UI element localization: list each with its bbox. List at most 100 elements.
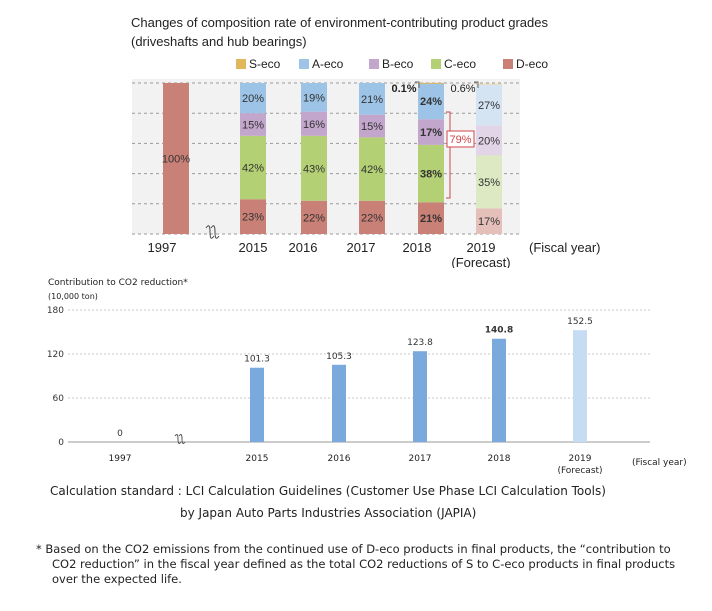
y-tick-label-0: 0 bbox=[58, 438, 64, 448]
x-tick-label-2018: 2018 bbox=[488, 454, 511, 464]
bar-c-eco-2017 bbox=[359, 137, 385, 201]
bar-b-eco-2018 bbox=[418, 119, 444, 145]
x-tick-label-2019: 2019 bbox=[467, 240, 496, 255]
bar-b-eco-2019 bbox=[476, 125, 502, 156]
x-tick-label-2018: 2018 bbox=[403, 240, 432, 255]
data-label-s-eco-2019: 0.6% bbox=[450, 83, 475, 95]
bar-2017 bbox=[413, 351, 427, 442]
data-label-d-eco-2018: 21% bbox=[420, 213, 442, 225]
data-label-2019: 152.5 bbox=[567, 317, 593, 327]
bar-d-eco-2017 bbox=[359, 200, 385, 234]
legend-swatch-c-eco bbox=[431, 59, 441, 69]
bar-d-eco-2015 bbox=[240, 199, 266, 234]
axis-break-right bbox=[178, 434, 186, 444]
x-tick-label-1997: 1997 bbox=[109, 454, 132, 464]
bar-a-eco-2018 bbox=[418, 83, 444, 120]
data-label-2016: 105.3 bbox=[326, 352, 352, 362]
x-tick-label-2019: 2019 bbox=[569, 454, 592, 464]
calculation-source: by Japan Auto Parts Industries Associati… bbox=[180, 506, 477, 520]
bar-a-eco-2019 bbox=[476, 84, 502, 126]
bar-2016 bbox=[332, 364, 346, 442]
data-label-a-eco-2017: 21% bbox=[361, 94, 383, 106]
data-label-c-eco-2018: 38% bbox=[420, 169, 442, 181]
calculation-standard: Calculation standard : LCI Calculation G… bbox=[50, 484, 606, 498]
chart-subtitle: (driveshafts and hub bearings) bbox=[131, 34, 307, 49]
data-label-a-eco-2018: 24% bbox=[420, 96, 442, 108]
bar-c-eco-2016 bbox=[301, 135, 327, 201]
composition-chart: Changes of composition rate of environme… bbox=[131, 15, 601, 268]
x-tick-label-2016: 2016 bbox=[289, 240, 318, 255]
footnote-line-1: * Based on the CO2 emissions from the co… bbox=[36, 542, 671, 556]
bar-s-eco-2019 bbox=[476, 83, 502, 85]
data-label-c-eco-2015: 42% bbox=[242, 163, 264, 175]
bar-d-eco-2018 bbox=[418, 202, 444, 234]
bar-a-eco-2017 bbox=[359, 83, 385, 115]
x-tick-label-1997: 1997 bbox=[148, 240, 177, 255]
data-label-c-eco-2016: 43% bbox=[303, 163, 325, 175]
data-label-b-eco-2019: 20% bbox=[478, 135, 500, 147]
bar-d-eco-2019 bbox=[476, 208, 502, 234]
bar-a-eco-2016 bbox=[301, 83, 327, 112]
bracket-s-to-c-eco-2018 bbox=[446, 111, 451, 199]
chart-title: Changes of composition rate of environme… bbox=[131, 15, 548, 30]
co2-reduction-chart: Contribution to CO2 reduction* (10,000 to… bbox=[47, 278, 687, 476]
data-label-2018: 140.8 bbox=[485, 326, 513, 336]
x-tick-label-2015: 2015 bbox=[246, 454, 269, 464]
x-tick-label-2017: 2017 bbox=[347, 240, 376, 255]
legend-label-d-eco: D-eco bbox=[516, 57, 548, 71]
x-tick-sublabel-2019: (Forecast) bbox=[557, 466, 602, 476]
bar-2015 bbox=[250, 367, 264, 442]
data-label-d-eco-2015: 23% bbox=[242, 212, 264, 224]
legend-swatch-s-eco bbox=[236, 59, 246, 69]
axis-break-left bbox=[174, 434, 182, 444]
data-label-b-eco-2018: 17% bbox=[420, 127, 442, 139]
data-label-a-eco-2019: 27% bbox=[478, 100, 500, 112]
data-label-2017: 123.8 bbox=[407, 338, 433, 348]
x-tick-label-2015: 2015 bbox=[239, 240, 268, 255]
chart-title: Contribution to CO2 reduction* bbox=[48, 278, 188, 288]
data-label-a-eco-2016: 19% bbox=[303, 92, 325, 104]
legend-label-c-eco: C-eco bbox=[444, 57, 476, 71]
data-label-c-eco-2017: 42% bbox=[361, 164, 383, 176]
data-label-a-eco-2015: 20% bbox=[242, 93, 264, 105]
bar-d-eco-2016 bbox=[301, 200, 327, 234]
bar-a-eco-2015 bbox=[240, 83, 266, 114]
data-label-b-eco-2017: 15% bbox=[361, 121, 383, 133]
bar-d-eco-1997 bbox=[163, 83, 189, 234]
bar-c-eco-2019 bbox=[476, 155, 502, 209]
bar-c-eco-2015 bbox=[240, 135, 266, 200]
data-label-s-eco-2018: 0.1% bbox=[391, 83, 416, 95]
data-label-d-eco-2019: 17% bbox=[478, 216, 500, 228]
x-tick-label-2016: 2016 bbox=[328, 454, 351, 464]
y-tick-label-180: 180 bbox=[47, 306, 64, 316]
footnote: * Based on the CO2 emissions from the co… bbox=[36, 542, 691, 587]
legend-label-s-eco: S-eco bbox=[249, 57, 281, 71]
data-label-d-eco-2017: 22% bbox=[361, 212, 383, 224]
data-label-1997: 0 bbox=[117, 429, 123, 439]
annotation-box-79 bbox=[446, 130, 475, 148]
x-tick-label-2017: 2017 bbox=[409, 454, 432, 464]
x-axis-label: (Fiscal year) bbox=[529, 240, 601, 255]
bar-b-eco-2017 bbox=[359, 114, 385, 138]
data-label-b-eco-2015: 15% bbox=[242, 120, 264, 132]
data-label-d-eco-1997: 100% bbox=[162, 154, 190, 166]
y-tick-label-60: 60 bbox=[53, 394, 65, 404]
unit-label: (10,000 ton) bbox=[48, 292, 98, 301]
bar-s-eco-2018 bbox=[418, 82, 444, 84]
x-axis-label: (Fiscal year) bbox=[632, 458, 687, 468]
legend-swatch-b-eco bbox=[369, 59, 379, 69]
data-label-b-eco-2016: 16% bbox=[303, 119, 325, 131]
data-label-c-eco-2019: 35% bbox=[478, 177, 500, 189]
bar-2019 bbox=[573, 330, 587, 442]
legend-label-a-eco: A-eco bbox=[312, 57, 344, 71]
bar-2018 bbox=[492, 338, 506, 442]
pointer-s-eco-2018 bbox=[415, 81, 420, 88]
data-label-2015: 101.3 bbox=[244, 355, 270, 365]
axis-break-right bbox=[210, 225, 220, 239]
annotation-79-percent: 79% bbox=[449, 134, 471, 146]
legend-swatch-a-eco bbox=[299, 59, 309, 69]
bar-b-eco-2016 bbox=[301, 111, 327, 136]
axis-break-left bbox=[205, 225, 215, 239]
bar-b-eco-2015 bbox=[240, 113, 266, 136]
y-tick-label-120: 120 bbox=[47, 350, 64, 360]
